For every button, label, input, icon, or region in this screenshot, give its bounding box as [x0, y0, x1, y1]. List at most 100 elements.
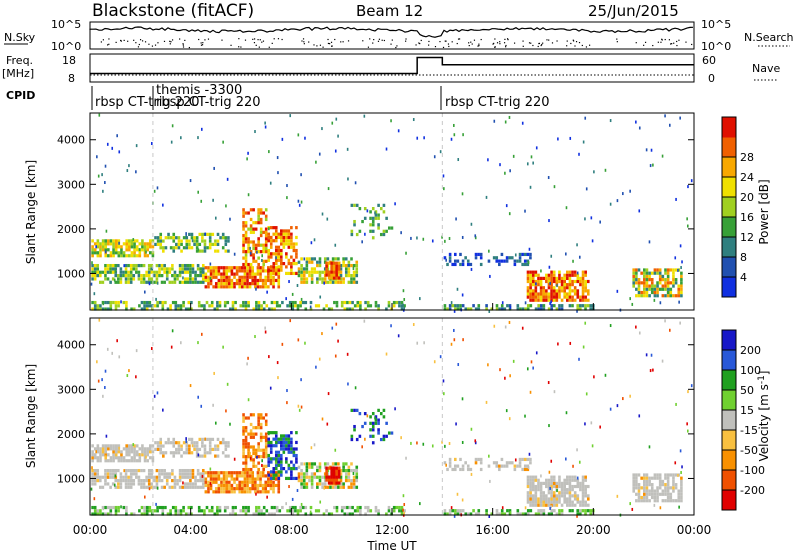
- cpid-panel: CPID rbsp CT-trig 220 themis -3300 rbsp …: [6, 83, 550, 110]
- velocity-cell-757: [292, 450, 296, 454]
- velocity-cell-1438: [153, 509, 157, 513]
- power-cell-912: [335, 276, 338, 280]
- power-cell-646: [264, 259, 268, 263]
- power-cell-1537: [325, 304, 328, 308]
- velocity-cell-242: [114, 472, 118, 476]
- power-cell-1299: [643, 284, 646, 288]
- power-cell-1269: [586, 292, 590, 296]
- velocity-cell-1364: [666, 476, 670, 480]
- power-cell-136: [177, 246, 181, 250]
- velocity-colorbar-step-4: [722, 410, 736, 431]
- velocity-cell-282: [137, 468, 141, 473]
- velocity-cell-131: [172, 441, 176, 445]
- power-speck-228: [300, 173, 302, 177]
- power-cell-502: [251, 269, 255, 273]
- velocity-cell-1543: [340, 509, 344, 513]
- noise-search-dot-147: [548, 39, 550, 41]
- power-cell-1367: [669, 290, 673, 295]
- noise-search-dot-54: [377, 40, 380, 42]
- power-cell-229: [106, 267, 110, 271]
- power-cell-1380: [674, 278, 678, 282]
- power-cell-1154: [547, 286, 551, 290]
- velocity-cell-1133: [539, 494, 543, 498]
- power-speck-157: [535, 146, 538, 150]
- power-cell-1162: [550, 289, 553, 293]
- power-cell-1535: [317, 304, 321, 308]
- power-cell-1563: [369, 304, 373, 308]
- power-cell-1211: [566, 283, 569, 287]
- power-cell-1256: [581, 279, 585, 284]
- velocity-speck-208: [487, 363, 489, 367]
- power-cell-990: [495, 259, 499, 263]
- power-cell-928: [353, 203, 356, 207]
- power-speck-77: [374, 211, 376, 215]
- velocity-cell-722: [282, 437, 286, 441]
- noise-search-dot-36: [367, 46, 370, 48]
- power-cell-1274: [632, 278, 636, 282]
- velocity-cell-651: [264, 442, 268, 446]
- velocity-cell-919: [337, 475, 341, 479]
- velocity-cell-226: [104, 468, 107, 473]
- noise-search-dot-64: [230, 44, 232, 46]
- velocity-cell-1221: [568, 484, 572, 489]
- velocity-cell-42: [114, 456, 118, 460]
- velocity-cell-1224: [568, 475, 572, 479]
- velocity-cell-1383: [677, 495, 681, 500]
- noise-search-dot-139: [372, 42, 374, 44]
- power-cell-867: [344, 263, 348, 268]
- velocity-cell-1417: [117, 509, 120, 513]
- power-cell-63: [125, 239, 128, 243]
- velocity-cell-1220: [568, 488, 572, 492]
- velocity-cell-428: [220, 477, 223, 481]
- velocity-cell-153: [190, 451, 194, 455]
- power-cell-1297: [643, 290, 646, 295]
- velocity-cell-1036: [477, 509, 481, 513]
- power-cell-153: [190, 246, 194, 250]
- power-cell-925: [350, 203, 354, 207]
- velocity-speck-240: [565, 457, 567, 461]
- velocity-cell-971: [453, 464, 457, 468]
- power-cell-371: [191, 263, 195, 268]
- velocity-cell-605: [252, 458, 255, 462]
- power-cell-49: [117, 245, 121, 249]
- velocity-cell-1166: [550, 481, 553, 485]
- power-cell-1073: [568, 304, 572, 308]
- power-cell-1065: [550, 307, 553, 311]
- noise-search-dot-89: [301, 40, 303, 42]
- power-cell-1469: [205, 300, 209, 305]
- velocity-cell-116: [159, 444, 163, 448]
- power-cell-782: [302, 267, 306, 271]
- velocity-cell-168: [201, 444, 204, 448]
- power-cell-938: [369, 216, 372, 220]
- power-cell-475: [241, 275, 244, 279]
- power-cell-388: [201, 267, 205, 271]
- noise-search-dot-145: [281, 38, 283, 41]
- power-cell-1470: [208, 304, 211, 308]
- power-cell-1148: [545, 279, 548, 284]
- power-cell-1285: [637, 294, 641, 298]
- power-cell-698: [277, 258, 281, 262]
- power-cell-1058: [537, 307, 540, 311]
- power-cell-318: [160, 274, 164, 278]
- velocity-cell-1353: [664, 486, 667, 490]
- noise-search-dot-44: [342, 41, 344, 43]
- velocity-cell-1032: [469, 512, 473, 516]
- velocity-cell-258: [124, 475, 128, 479]
- velocity-speck-35: [453, 514, 456, 518]
- power-cell-419: [217, 282, 221, 286]
- velocity-cell-1157: [547, 481, 551, 485]
- velocity-cell-964: [443, 461, 447, 465]
- power-cell-398: [207, 275, 210, 279]
- power-cell-375: [194, 270, 197, 274]
- power-cell-789: [305, 257, 309, 261]
- power-speck-133: [532, 161, 534, 165]
- power-speck-81: [118, 241, 120, 245]
- power-cell-437: [225, 285, 228, 289]
- power-cell-615: [254, 246, 258, 251]
- velocity-cell-285: [140, 479, 143, 483]
- velocity-cell-1188: [558, 491, 561, 495]
- velocity-cell-1502: [257, 505, 261, 510]
- power-cell-1174: [552, 279, 556, 284]
- velocity-cell-652: [264, 438, 268, 443]
- power-cell-865: [344, 270, 348, 274]
